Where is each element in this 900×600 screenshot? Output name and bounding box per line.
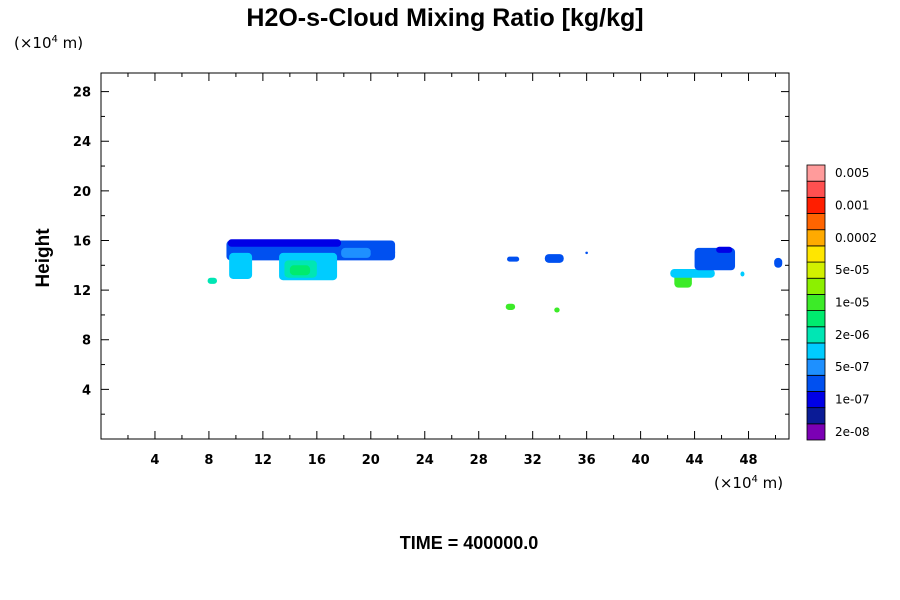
cloud-region-11 (585, 251, 588, 255)
colorbar-swatch-11 (806, 245, 826, 263)
colorbar-swatch-9 (806, 277, 826, 295)
colorbar-label-7: 0.001 (835, 198, 869, 212)
cloud-region-15 (670, 269, 715, 278)
x-tick-label-3: 16 (308, 453, 326, 468)
colorbar-swatch-10 (806, 261, 826, 279)
y-axis-unit: (×104 m) (14, 34, 83, 52)
colorbar-swatch-15 (806, 180, 826, 198)
colorbar: 2e-08 1e-07 5e-07 2e-06 1e-05 5e-05 0.0002 0.00… (806, 164, 877, 441)
colorbar-swatch-0 (806, 423, 826, 441)
colorbar-swatch-13 (806, 213, 826, 231)
colorbar-label-3: 2e-06 (835, 328, 870, 342)
cloud-region-13 (554, 307, 560, 313)
chart-title: H2O-s-Cloud Mixing Ratio [kg/kg] (246, 4, 643, 32)
colorbar-label-0: 2e-08 (835, 425, 870, 439)
colorbar-swatch-3 (806, 374, 826, 392)
cloud-region-19 (774, 257, 783, 268)
cloud-region-9 (507, 256, 520, 262)
cloud-region-5 (289, 265, 311, 276)
colorbar-swatch-6 (806, 326, 826, 344)
x-tick-label-2: 12 (254, 453, 272, 468)
x-tick-label-0: 4 (150, 453, 159, 468)
cloud-region-1 (227, 239, 342, 247)
cloud-region-8 (370, 247, 396, 257)
cloud-region-16 (694, 247, 736, 271)
colorbar-swatch-1 (806, 407, 826, 425)
cloud-field (207, 239, 783, 313)
cloud-region-17 (716, 246, 733, 253)
cloud-region-10 (544, 254, 564, 263)
plot-frame (100, 72, 790, 440)
colorbar-swatch-5 (806, 342, 826, 360)
cloud-region-2 (229, 252, 253, 279)
x-tick-label-4: 20 (362, 453, 380, 468)
colorbar-label-1: 1e-07 (835, 393, 870, 407)
y-unit-prefix: (×10 (14, 34, 52, 52)
y-unit-suffix: m) (58, 34, 83, 52)
y-tick-label-6: 28 (73, 86, 91, 101)
y-axis-title: Height (33, 228, 54, 288)
x-tick-label-8: 36 (578, 453, 596, 468)
x-tick-label-1: 8 (204, 453, 213, 468)
time-label: TIME = 400000.0 (400, 533, 539, 553)
colorbar-label-6: 0.0002 (835, 231, 877, 245)
x-unit-prefix: (×10 (714, 474, 752, 492)
x-axis-unit: (×104 m) (714, 474, 783, 492)
colorbar-swatch-16 (806, 164, 826, 182)
y-tick-label-4: 20 (73, 185, 91, 200)
colorbar-swatch-8 (806, 294, 826, 311)
colorbar-swatch-2 (806, 391, 826, 409)
y-unit-exponent: 4 (52, 34, 58, 45)
y-tick-label-1: 8 (82, 334, 91, 349)
x-tick-label-7: 32 (524, 453, 542, 468)
colorbar-swatch-7 (806, 310, 826, 328)
colorbar-swatch-14 (806, 196, 826, 214)
x-tick-label-6: 28 (470, 453, 488, 468)
y-tick-label-2: 12 (73, 284, 91, 299)
y-tick-label-0: 4 (82, 383, 91, 398)
y-tick-label-3: 16 (73, 234, 91, 249)
x-tick-label-9: 40 (632, 453, 650, 468)
cloud-region-6 (207, 277, 218, 284)
y-tick-label-5: 24 (73, 135, 91, 150)
colorbar-swatch-4 (806, 358, 826, 376)
cloud-region-18 (740, 271, 745, 277)
colorbar-swatch-12 (806, 229, 826, 247)
colorbar-label-5: 5e-05 (835, 263, 870, 277)
cloud-region-12 (505, 303, 516, 310)
x-tick-label-10: 44 (686, 453, 704, 468)
x-unit-exponent: 4 (752, 474, 758, 485)
x-unit-suffix: m) (758, 474, 783, 492)
colorbar-label-4: 1e-05 (835, 296, 870, 310)
x-tick-label-5: 24 (416, 453, 434, 468)
colorbar-label-2: 5e-07 (835, 360, 870, 374)
cloud-region-7 (341, 247, 371, 258)
colorbar-label-8: 0.005 (835, 166, 869, 180)
x-tick-label-11: 48 (739, 453, 757, 468)
